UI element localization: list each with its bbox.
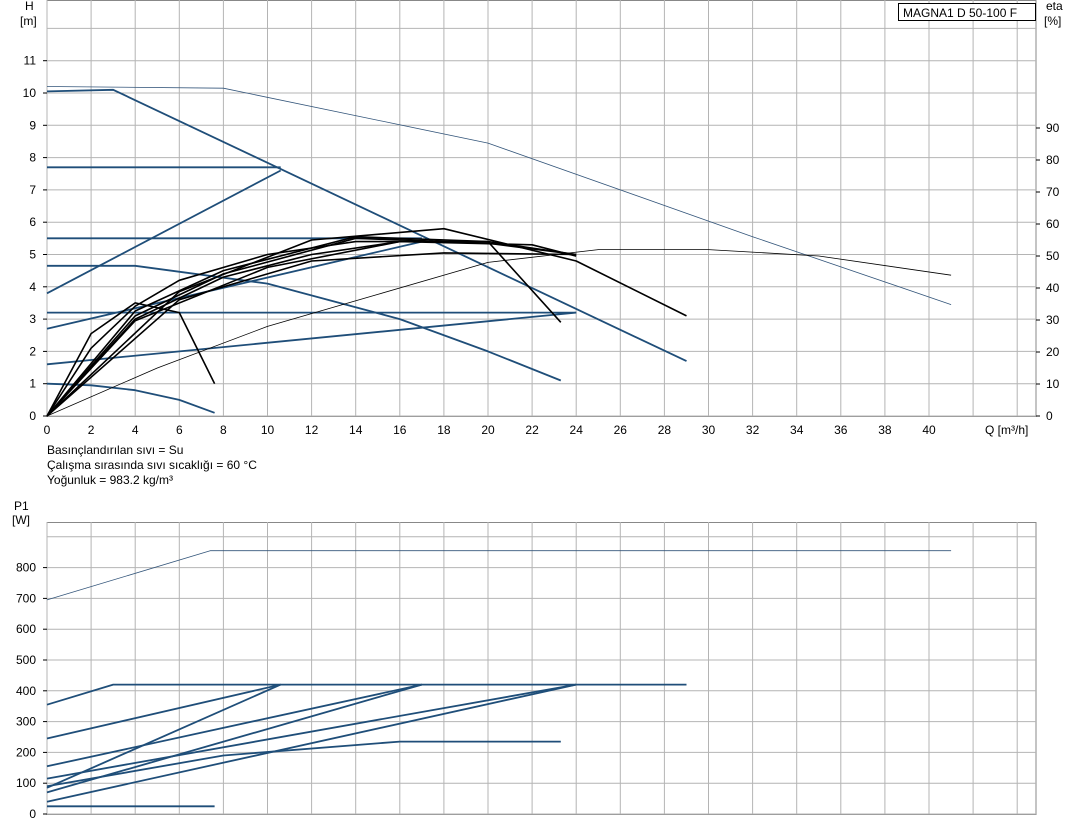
power-series-line-3 xyxy=(46,683,282,789)
head-x-tick-label: 6 xyxy=(176,423,183,437)
power-series-line-5 xyxy=(46,683,423,794)
head-series-line-18 xyxy=(46,249,952,417)
eta-axis-unit: [%] xyxy=(1044,14,1061,28)
eta-tick-label: 0 xyxy=(1046,409,1053,423)
head-x-tick-label: 4 xyxy=(132,423,139,437)
power-y-tick-label: 700 xyxy=(16,591,36,605)
power-axis-unit: [W] xyxy=(12,513,30,527)
head-x-tick-label: 8 xyxy=(220,423,227,437)
head-x-tick-label: 20 xyxy=(481,423,495,437)
head-x-tick-label: 16 xyxy=(393,423,407,437)
power-y-tick-label: 400 xyxy=(16,684,36,698)
head-x-tick-label: 10 xyxy=(261,423,275,437)
head-y-tick-label: 11 xyxy=(24,54,37,68)
head-series-line-17 xyxy=(46,240,400,417)
eta-tick-label: 50 xyxy=(1046,249,1060,263)
eta-axis-label: eta xyxy=(1046,0,1063,13)
fluid-note: Basınçlandırılan sıvı = Su xyxy=(47,443,184,457)
power-plot-frame xyxy=(46,522,1037,815)
head-y-tick-label: 2 xyxy=(29,344,36,358)
eta-tick-label: 60 xyxy=(1046,217,1060,231)
head-y-tick-label: 0 xyxy=(29,409,36,423)
head-series-line-6 xyxy=(46,311,577,366)
eta-tick-label: 30 xyxy=(1046,313,1060,327)
head-x-tick-label: 26 xyxy=(614,423,628,437)
head-series-line-16 xyxy=(46,227,687,417)
head-x-tick-label: 38 xyxy=(878,423,892,437)
flow-axis-label: Q [m³/h] xyxy=(985,423,1028,437)
head-y-tick-label: 8 xyxy=(29,151,36,165)
head-y-tick-label: 9 xyxy=(29,118,36,132)
power-y-tick-label: 0 xyxy=(29,807,36,821)
head-y-tick-label: 10 xyxy=(23,86,37,100)
power-series-line-8 xyxy=(46,740,561,788)
head-x-tick-label: 28 xyxy=(658,423,672,437)
power-series-line-7 xyxy=(46,683,577,803)
power-series-line-0 xyxy=(46,550,952,601)
head-axis-unit: [m] xyxy=(20,14,37,28)
head-series-line-0 xyxy=(46,88,687,362)
head-x-tick-label: 0 xyxy=(44,423,51,437)
power-series-line-4 xyxy=(46,683,423,768)
head-x-tick-label: 18 xyxy=(437,423,451,437)
temperature-note: Çalışma sırasında sıvı sıcaklığı = 60 °C xyxy=(47,458,257,472)
eta-tick-label: 80 xyxy=(1046,153,1060,167)
power-y-tick-label: 300 xyxy=(16,715,36,729)
power-axis-label: P1 xyxy=(14,499,29,513)
head-series-line-2 xyxy=(46,169,282,295)
head-series-line-9 xyxy=(46,86,952,305)
head-x-tick-label: 14 xyxy=(349,423,363,437)
eta-tick-label: 20 xyxy=(1046,345,1060,359)
head-series-line-15 xyxy=(46,252,577,417)
head-y-tick-label: 5 xyxy=(29,248,36,262)
power-y-tick-label: 600 xyxy=(16,622,36,636)
head-x-tick-label: 12 xyxy=(305,423,319,437)
head-axis-label: H xyxy=(25,0,34,13)
head-x-tick-label: 34 xyxy=(790,423,804,437)
head-series-line-13 xyxy=(46,237,577,417)
power-y-tick-label: 200 xyxy=(16,745,36,759)
head-y-tick-label: 1 xyxy=(29,377,36,391)
head-series-line-10 xyxy=(46,302,216,417)
head-y-tick-label: 6 xyxy=(29,215,36,229)
power-y-tick-label: 100 xyxy=(16,776,36,790)
head-x-tick-label: 30 xyxy=(702,423,716,437)
head-series-line-7 xyxy=(47,264,562,382)
power-y-tick-label: 500 xyxy=(16,653,36,667)
eta-tick-label: 90 xyxy=(1046,121,1060,135)
head-x-tick-label: 32 xyxy=(746,423,760,437)
head-x-tick-label: 36 xyxy=(834,423,848,437)
head-x-tick-label: 40 xyxy=(922,423,936,437)
head-series-line-4 xyxy=(46,240,423,330)
head-x-tick-label: 22 xyxy=(525,423,539,437)
eta-tick-label: 10 xyxy=(1046,377,1060,391)
power-series-line-6 xyxy=(46,683,577,780)
head-series-line-14 xyxy=(46,240,577,417)
head-y-tick-label: 4 xyxy=(29,280,36,294)
power-series-line-1 xyxy=(46,683,687,706)
eta-tick-label: 70 xyxy=(1046,185,1060,199)
head-y-tick-label: 3 xyxy=(29,312,36,326)
head-y-tick-label: 7 xyxy=(29,183,36,197)
head-x-tick-label: 2 xyxy=(88,423,95,437)
power-y-tick-label: 800 xyxy=(16,561,36,575)
eta-tick-label: 40 xyxy=(1046,281,1060,295)
power-series-line-2 xyxy=(46,683,281,740)
head-plot-frame xyxy=(46,0,1037,417)
head-x-tick-label: 24 xyxy=(570,423,584,437)
model-label: MAGNA1 D 50-100 F xyxy=(898,3,1036,21)
density-note: Yoğunluk = 983.2 kg/m³ xyxy=(47,473,173,487)
